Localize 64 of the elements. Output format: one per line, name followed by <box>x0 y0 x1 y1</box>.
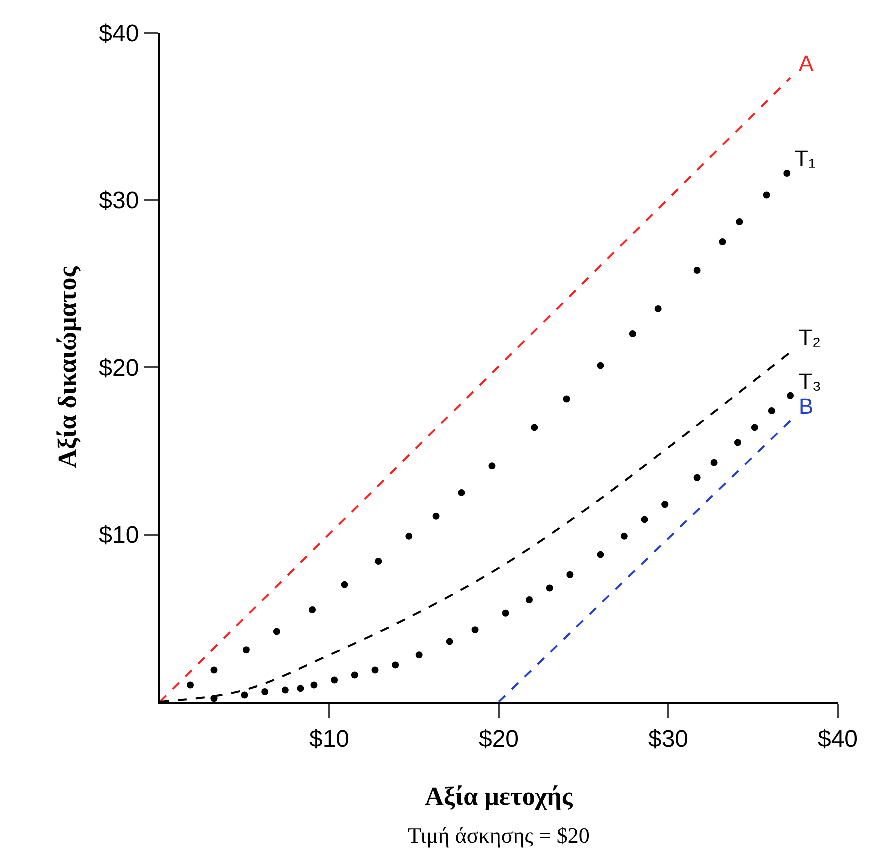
point <box>242 646 250 654</box>
point <box>662 501 669 508</box>
series-label: T₃ <box>799 369 822 394</box>
point <box>597 362 604 370</box>
y-axis-title: Αξία δικαιώματος <box>53 266 82 468</box>
point <box>784 170 791 177</box>
point <box>526 596 534 604</box>
point <box>210 695 218 702</box>
series-label: B <box>799 394 814 419</box>
point <box>768 407 776 414</box>
point <box>458 489 466 496</box>
point <box>375 558 382 566</box>
point <box>210 666 218 674</box>
point <box>416 652 423 659</box>
point <box>392 662 400 669</box>
point <box>502 610 510 617</box>
point <box>310 682 318 689</box>
x-tick-label: $20 <box>478 726 520 753</box>
point <box>597 551 604 558</box>
point <box>736 218 744 226</box>
point <box>372 666 379 674</box>
point <box>654 305 662 312</box>
point <box>531 424 538 432</box>
point <box>629 330 636 338</box>
point <box>566 571 574 578</box>
point <box>331 676 338 684</box>
point <box>694 266 701 274</box>
point <box>297 685 304 692</box>
point <box>488 462 496 470</box>
x-tick-label: $30 <box>648 726 689 753</box>
point <box>751 424 758 432</box>
point <box>472 626 479 634</box>
point <box>734 439 742 446</box>
point <box>563 396 570 403</box>
y-tick-label: $30 <box>99 188 140 215</box>
point <box>187 682 194 689</box>
point <box>241 692 248 699</box>
point <box>620 532 628 540</box>
point <box>710 459 718 466</box>
point <box>262 688 269 696</box>
x-tick-label: $10 <box>309 726 350 753</box>
point <box>719 238 726 246</box>
point <box>406 532 413 540</box>
y-tick-label: $10 <box>99 522 140 550</box>
x-tick-label: $40 <box>818 726 858 753</box>
point <box>309 606 316 614</box>
series-label: T₁ <box>795 146 816 171</box>
point <box>351 672 358 679</box>
point <box>694 474 701 482</box>
x-axis-title: Αξία μετοχής <box>425 782 574 811</box>
y-tick-label: $40 <box>99 20 140 48</box>
point <box>546 584 554 592</box>
point <box>273 628 280 636</box>
point <box>641 516 648 524</box>
y-tick-label: $20 <box>99 354 140 382</box>
point <box>763 192 770 199</box>
point <box>341 581 348 588</box>
point <box>282 686 289 694</box>
point <box>446 638 454 646</box>
point <box>432 512 440 520</box>
series-label: T₂ <box>799 325 821 350</box>
text: Τιμή άσκησης = $20 <box>408 823 590 848</box>
series-label: A <box>799 51 814 76</box>
point <box>787 392 794 400</box>
